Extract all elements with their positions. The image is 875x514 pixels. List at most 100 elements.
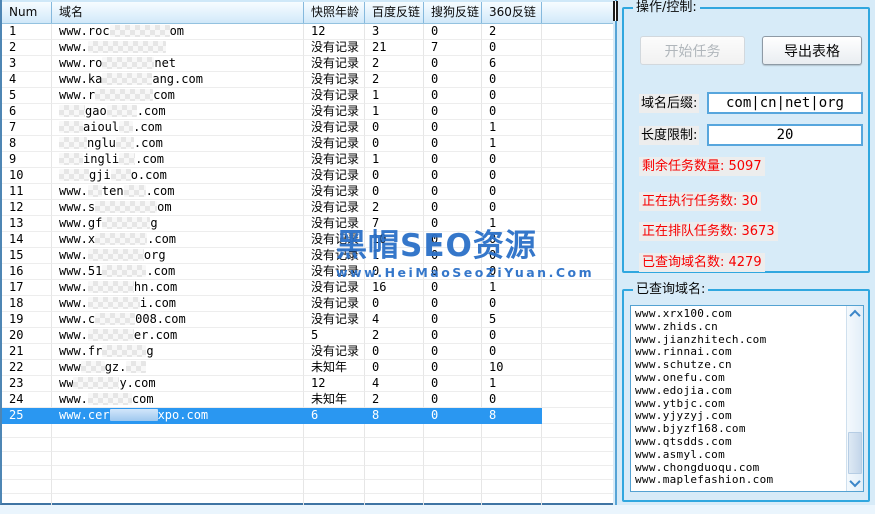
table-row[interactable]: 5 www.r com 没有记录 1 0 0 [2, 88, 613, 104]
domain-text: www.r [59, 88, 96, 102]
table-row[interactable]: 2 www. 没有记录 21 7 0 [2, 40, 613, 56]
table-cell [542, 72, 613, 88]
table-cell [542, 392, 613, 408]
table-cell [482, 466, 542, 480]
column-header-4[interactable]: 搜狗反链 [424, 2, 482, 23]
table-cell [542, 88, 613, 104]
table-cell [482, 452, 542, 466]
column-header-3[interactable]: 百度反链 [365, 2, 424, 23]
table-cell: www.s om [52, 200, 304, 216]
table-row-selected[interactable]: 25 www.cer xpo.com 6 8 0 8 [2, 408, 613, 424]
table-row[interactable]: 8 nglu .com 没有记录 0 0 1 [2, 136, 613, 152]
queried-domain-item[interactable]: www.xrx100.com [635, 308, 732, 320]
table-row[interactable]: 7 aioul .com 没有记录 0 0 1 [2, 120, 613, 136]
table-row[interactable]: 14 www.x .com 没有记录 10 0 0 [2, 232, 613, 248]
queried-domain-item[interactable]: www.yjyzyj.com [635, 409, 732, 423]
table-cell [304, 452, 365, 466]
queried-domain-item[interactable]: www.ytbjc.com [635, 396, 725, 410]
column-header-6[interactable] [542, 2, 613, 23]
table-row[interactable]: 16 www.51 .com 没有记录 0 0 0 [2, 264, 613, 280]
table-cell [542, 480, 613, 494]
table-row[interactable]: 23 ww y.com 12 4 0 1 [2, 376, 613, 392]
table-cell [542, 376, 613, 392]
table-cell: 16 [365, 280, 424, 296]
column-header-5[interactable]: 360反链 [482, 2, 542, 23]
table-row[interactable]: 24 www. com 未知年 2 0 0 [2, 392, 613, 408]
queried-domain-item[interactable]: www.chongduoqu.com [635, 460, 760, 474]
length-input[interactable] [707, 124, 863, 146]
queried-domain-item[interactable]: www.qtsdds.com [635, 434, 732, 448]
table-cell: gji o.com [52, 168, 304, 184]
table-cell [542, 424, 613, 438]
column-header-2[interactable]: 快照年龄 [304, 2, 365, 23]
table-cell [482, 480, 542, 494]
domain-text: xpo.com [157, 408, 209, 422]
domain-text: om [157, 200, 172, 214]
table-cell: 0 [424, 216, 482, 232]
table-row[interactable]: 15 www. org 没有记录 1 0 0 [2, 248, 613, 264]
table-row[interactable]: 18 www. i.com 没有记录 0 0 0 [2, 296, 613, 312]
table-row[interactable]: 20 www. er.com 5 2 0 0 [2, 328, 613, 344]
scroll-up-button[interactable] [847, 306, 863, 322]
column-header-0[interactable]: Num [2, 2, 52, 23]
export-table-button[interactable]: 导出表格 [762, 36, 862, 65]
table-row[interactable]: 9 ingli .com 没有记录 1 0 0 [2, 152, 613, 168]
queried-domain-item[interactable]: www.onefu.com [635, 370, 725, 384]
table-cell: www. [52, 40, 304, 56]
table-row[interactable]: 17 www. hn.com 没有记录 16 0 1 [2, 280, 613, 296]
domain-text: www. [59, 392, 88, 406]
table-row[interactable]: 3 www.ro net 没有记录 2 0 6 [2, 56, 613, 72]
table-cell: 没有记录 [304, 168, 365, 184]
table-row[interactable]: 11 www. ten .com 没有记录 0 0 0 [2, 184, 613, 200]
table-row[interactable]: 10 gji o.com 没有记录 0 0 0 [2, 168, 613, 184]
domain-text: www. [59, 40, 88, 54]
table-cell: 0 [482, 232, 542, 248]
control-group: 操作/控制: 开始任务 导出表格 域名后缀: 长度限制: 剩余任务数量: 509… [622, 0, 870, 273]
table-cell [542, 264, 613, 280]
queried-domain-item[interactable]: www.schutze.cn [635, 358, 732, 372]
table-row[interactable]: 12 www.s om 没有记录 2 0 0 [2, 200, 613, 216]
queried-domain-item[interactable]: www.rinnai.com [635, 345, 732, 359]
chevron-up-icon [849, 309, 861, 322]
queried-domain-item[interactable]: www.bjyzf168.com [635, 422, 746, 436]
table-cell: 0 [424, 248, 482, 264]
table-cell [52, 438, 304, 452]
table-cell: 6 [2, 104, 52, 120]
table-cell: 0 [424, 392, 482, 408]
table-cell: 没有记录 [304, 40, 365, 56]
table-row[interactable]: 21 www.fr g 没有记录 0 0 0 [2, 344, 613, 360]
queried-domain-item[interactable]: www.jianzhitech.com [635, 332, 767, 346]
table-empty-row [2, 466, 613, 480]
table-row[interactable]: 19 www.c 008.com 没有记录 4 0 5 [2, 312, 613, 328]
table-cell: 19 [2, 312, 52, 328]
table-cell: 0 [365, 184, 424, 200]
table-cell: 0 [482, 392, 542, 408]
table-cell: 未知年 [304, 392, 365, 408]
table-cell: 1 [482, 376, 542, 392]
table-cell: 2 [365, 72, 424, 88]
table-cell [542, 104, 613, 120]
table-row[interactable]: 6 gao .com 没有记录 1 0 0 [2, 104, 613, 120]
start-task-button[interactable]: 开始任务 [640, 36, 745, 65]
table-cell: 0 [424, 408, 482, 424]
domain-text: ten [101, 184, 124, 198]
queried-domain-item[interactable]: www.asmyl.com [635, 447, 725, 461]
scroll-thumb[interactable] [848, 432, 862, 474]
table-cell: www. org [52, 248, 304, 264]
column-header-1[interactable]: 域名 [52, 2, 304, 23]
queried-domain-item[interactable]: www.maplefashion.com [635, 473, 774, 487]
listbox-scrollbar[interactable] [846, 306, 863, 491]
queried-domain-item[interactable]: www.zhids.cn [635, 319, 719, 333]
table-cell: 5 [2, 88, 52, 104]
queried-domain-item[interactable]: www.edojia.com [635, 383, 732, 397]
queried-domains-listbox[interactable]: www.xrx100.com www.zhids.cn www.jianzhitec… [630, 305, 864, 492]
suffix-input[interactable] [707, 92, 863, 114]
table-row[interactable]: 13 www.gf g 没有记录 7 0 1 [2, 216, 613, 232]
table-row[interactable]: 1 www.roc om 12 3 0 2 [2, 24, 613, 40]
table-cell [542, 280, 613, 296]
table-row[interactable]: 4 www.ka ang.com 没有记录 2 0 0 [2, 72, 613, 88]
scroll-down-button[interactable] [847, 475, 863, 491]
table-row[interactable]: 22 www gz. 未知年 0 0 10 [2, 360, 613, 376]
censor-block [59, 137, 87, 149]
table-cell: 没有记录 [304, 72, 365, 88]
